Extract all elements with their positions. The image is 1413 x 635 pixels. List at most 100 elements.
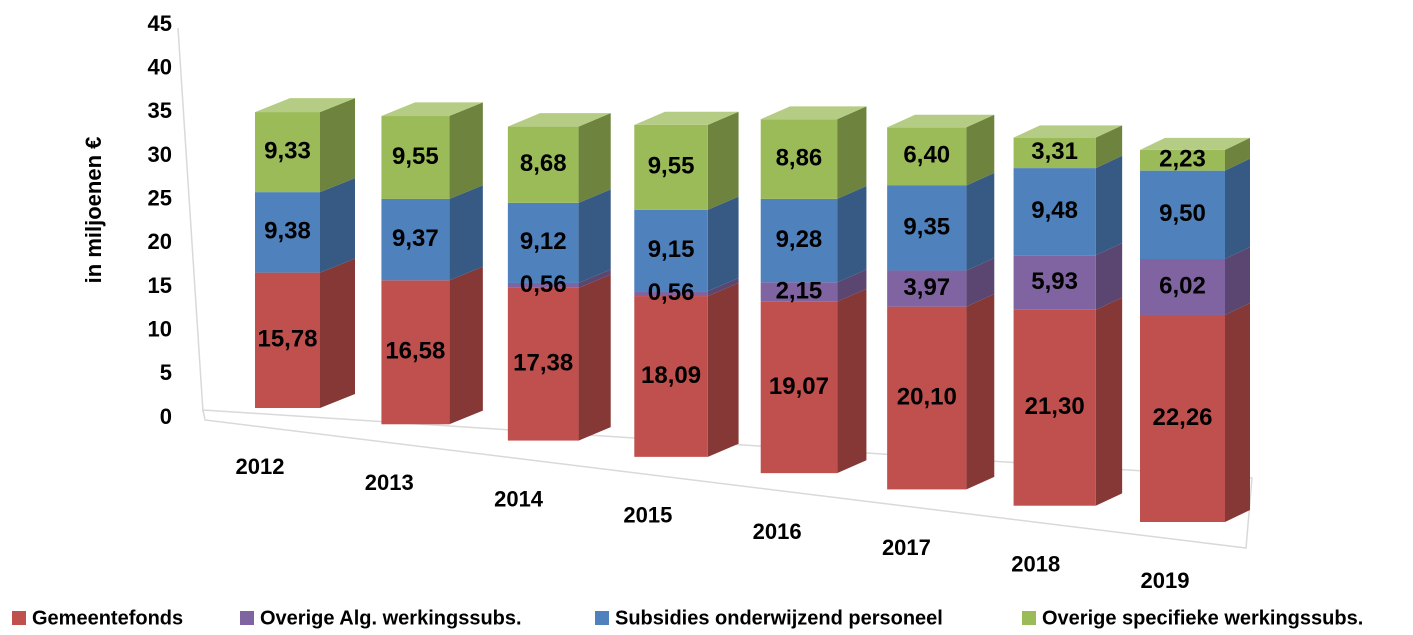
bar-stack xyxy=(887,114,995,490)
value-label: 8,86 xyxy=(776,144,823,171)
x-tick-label: 2013 xyxy=(365,470,414,495)
value-label: 8,68 xyxy=(520,150,567,177)
bar-segment xyxy=(760,119,838,199)
y-tick-label: 10 xyxy=(148,316,172,341)
bar-side xyxy=(449,266,483,425)
bar-segment xyxy=(1140,149,1225,171)
y-tick-label: 0 xyxy=(160,404,172,429)
bar-segment xyxy=(760,282,838,302)
bar-side xyxy=(449,102,483,199)
bar-segment xyxy=(255,192,320,273)
value-label: 20,10 xyxy=(897,383,957,410)
bar-side xyxy=(1095,242,1123,310)
value-label: 9,38 xyxy=(264,218,311,245)
y-tick-label: 25 xyxy=(148,185,172,210)
legend-swatch xyxy=(240,611,254,625)
bar-side xyxy=(578,189,611,283)
bar-segment xyxy=(887,185,967,271)
value-label: 15,78 xyxy=(257,326,317,353)
value-label: 3,31 xyxy=(1031,138,1078,165)
bar-segment xyxy=(887,270,967,307)
value-label: 9,37 xyxy=(392,225,439,252)
bar-side xyxy=(320,178,355,273)
bar-stack xyxy=(1140,137,1250,522)
bar-segment xyxy=(1013,309,1096,506)
bar-stack xyxy=(381,102,483,425)
bar-segment xyxy=(634,124,708,210)
value-label: 2,23 xyxy=(1159,146,1206,173)
bar-side xyxy=(966,172,995,271)
value-label: 18,09 xyxy=(641,362,701,389)
bar-segment xyxy=(760,301,838,474)
bar-segment xyxy=(1140,314,1225,522)
bar-side xyxy=(578,269,611,288)
bar-side xyxy=(1095,155,1123,256)
value-label: 16,58 xyxy=(385,338,445,365)
value-label: 9,55 xyxy=(392,143,439,170)
bar-top xyxy=(381,102,483,117)
bar-side xyxy=(707,282,739,457)
legend-swatch xyxy=(12,611,26,625)
value-label: 3,97 xyxy=(903,274,950,301)
value-label: 19,07 xyxy=(769,373,829,400)
bar-segment xyxy=(634,209,708,292)
y-tick-label: 45 xyxy=(148,11,172,36)
bar-side xyxy=(1225,137,1250,171)
bar-stack xyxy=(507,113,611,441)
bar-segment xyxy=(634,291,708,297)
legend-label: Overige specifieke werkingssubs. xyxy=(1042,607,1363,629)
y-tick-label: 5 xyxy=(160,360,172,385)
bar-top xyxy=(887,114,995,128)
bar-stack xyxy=(760,106,867,474)
value-label: 6,02 xyxy=(1159,272,1206,299)
value-label: 0,56 xyxy=(648,279,695,306)
legend-swatch xyxy=(595,611,609,625)
value-label: 9,50 xyxy=(1159,200,1206,227)
bar-segment xyxy=(1140,258,1225,315)
bar-top xyxy=(1140,137,1250,150)
bar-side xyxy=(1095,297,1123,506)
x-tick-label: 2016 xyxy=(753,519,802,544)
y-tick-label: 35 xyxy=(148,98,172,123)
x-tick-label: 2017 xyxy=(882,535,931,560)
bar-side xyxy=(837,288,867,474)
x-tick-label: 2019 xyxy=(1141,568,1190,593)
bar-top xyxy=(634,111,739,125)
y-tick-label: 30 xyxy=(148,142,172,167)
bar-side xyxy=(707,196,739,292)
value-label: 9,55 xyxy=(648,153,695,180)
bar-side xyxy=(707,277,739,297)
y-axis-wall xyxy=(177,27,204,413)
bar-segment xyxy=(507,202,579,283)
legend-label: Subsidies onderwijzend personeel xyxy=(615,607,943,629)
bar-side xyxy=(966,257,995,307)
bar-side xyxy=(320,98,355,193)
bar-segment xyxy=(760,198,838,283)
bar-side xyxy=(707,111,739,210)
value-label: 2,15 xyxy=(776,277,823,304)
bar-side xyxy=(578,113,611,203)
bar-side xyxy=(966,114,995,186)
bar-stack xyxy=(255,98,355,408)
y-tick-label: 15 xyxy=(148,273,172,298)
bar-segment xyxy=(255,272,320,408)
value-label: 9,15 xyxy=(648,236,695,263)
x-tick-label: 2018 xyxy=(1011,552,1060,577)
bar-side xyxy=(1225,302,1250,522)
bar-segment xyxy=(887,306,967,490)
bar-side xyxy=(449,185,483,281)
value-label: 9,12 xyxy=(520,228,567,255)
bar-segment xyxy=(634,296,708,457)
bar-segment xyxy=(381,280,450,425)
value-label: 21,30 xyxy=(1025,393,1085,420)
bar-segment xyxy=(381,198,450,281)
value-label: 9,28 xyxy=(776,226,823,253)
value-label: 9,35 xyxy=(903,213,950,240)
bar-segment xyxy=(507,287,579,441)
value-label: 0,56 xyxy=(520,271,567,298)
value-label: 9,48 xyxy=(1031,197,1078,224)
x-tick-label: 2014 xyxy=(494,486,544,511)
y-tick-label: 40 xyxy=(148,54,172,79)
value-label: 5,93 xyxy=(1031,268,1078,295)
